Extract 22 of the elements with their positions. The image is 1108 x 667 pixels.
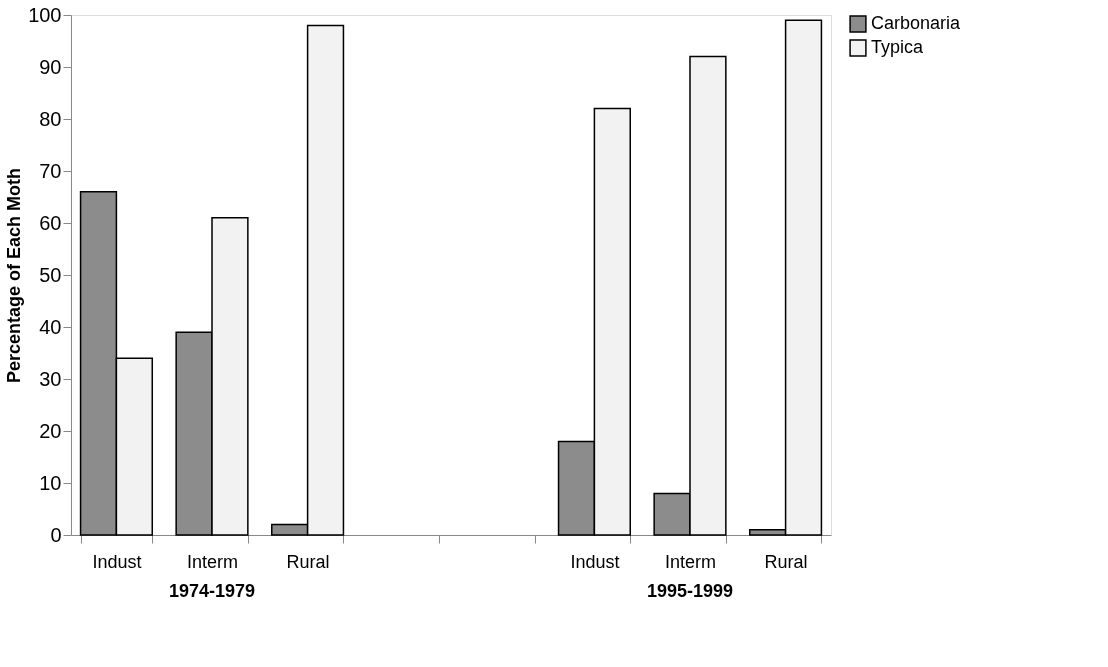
legend-label: Typica [871,37,925,57]
y-tick-label: 60 [39,211,62,234]
text: 1974-1979 [168,581,256,601]
x-tick-label: Rural [286,551,330,572]
y-tick-label: 20 [39,419,62,442]
y-tick-label: 0 [50,523,62,546]
y-tick-label: 100 [28,3,62,26]
y-tick-label: 80 [39,107,62,130]
y-tick-label: 50 [39,263,62,286]
x-tick-label: Indust [570,551,620,572]
y-tick-label: 30 [39,367,62,390]
text: 1995-1999 [646,581,734,601]
y-tick-label: 70 [39,159,62,182]
y-tick-label: 10 [39,471,62,494]
x-tick-label: Rural [764,551,808,572]
x-tick-label: Interm [664,551,716,572]
x-tick-label: Interm [187,551,239,572]
y-tick-label: 90 [39,55,62,78]
legend-label: Carbonaria [871,13,962,33]
y-tick-label: 40 [39,315,62,338]
x-tick-label: Indust [92,551,142,572]
y-axis-title: Percentage of Each Moth [4,167,25,384]
